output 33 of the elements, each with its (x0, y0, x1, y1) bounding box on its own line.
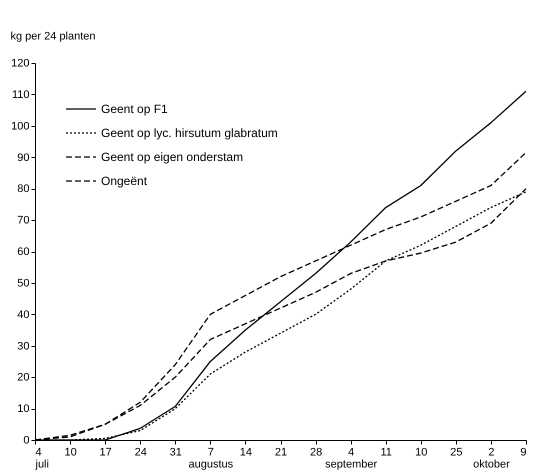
x-tick-label: 4 juli (34, 446, 49, 470)
x-tick-label: 10 (415, 446, 428, 458)
x-tick-label: 31 (170, 446, 182, 458)
legend-label: Geent op F1 (101, 102, 168, 116)
y-tick-label: 80 (17, 183, 30, 196)
x-tick-label: 2 oktober (473, 446, 510, 470)
y-tick-label: 0 (23, 434, 30, 446)
x-tick-label: 17 (100, 446, 112, 458)
y-tick-label: 70 (17, 214, 30, 227)
x-tick-label: 11 (380, 446, 392, 458)
legend-label: Geent op eigen onderstam (101, 150, 244, 164)
x-tick-label: 24 (134, 446, 147, 458)
y-tick-label: 120 (11, 58, 30, 70)
y-tick-label: 20 (17, 372, 30, 384)
x-tick-label: 14 (240, 446, 252, 458)
x-tick-label: 21 (274, 446, 288, 458)
legend-label: Ongeënt (101, 174, 148, 188)
y-tick-label: 50 (17, 277, 30, 290)
y-tick-label: 110 (12, 88, 30, 101)
y-tick-label: 60 (17, 246, 30, 258)
x-tick-label: 9 (520, 446, 526, 458)
legend-label: Geent op lyc. hirsutum glabratum (101, 126, 278, 140)
y-tick-label: 40 (17, 308, 30, 321)
y-tick-label: 90 (17, 152, 30, 164)
y-tick-label: 30 (17, 340, 30, 352)
x-tick-label: 28 (310, 446, 322, 458)
y-tick-label: 10 (17, 403, 30, 416)
x-tick-label: 25 (450, 446, 462, 458)
y-tick-label: 100 (11, 120, 30, 132)
y-axis-title: kg per 24 planten (10, 30, 96, 42)
x-tick-label: 4 september (325, 446, 378, 470)
x-tick-label: 10 (64, 446, 77, 458)
x-tick-label: 7 augustus (188, 446, 234, 470)
